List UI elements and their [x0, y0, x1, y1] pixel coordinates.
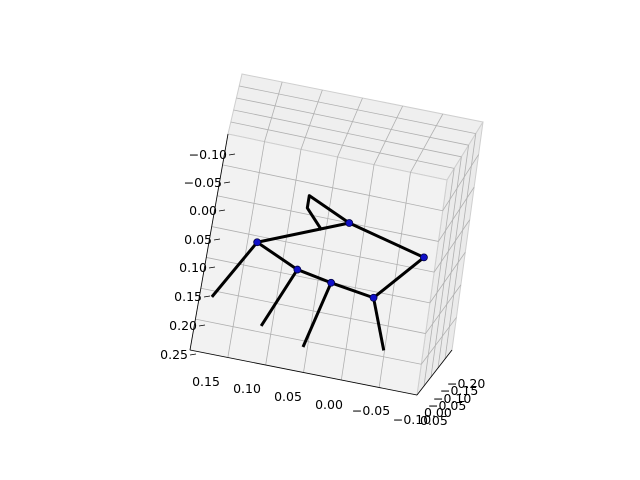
- grid-line: [236, 97, 469, 146]
- joint-point: [420, 253, 428, 262]
- grid-line: [337, 97, 363, 158]
- grid-line: [429, 252, 466, 304]
- left-tick-label: 0.10: [179, 260, 207, 275]
- plot-area: [210, 194, 428, 351]
- bottom-axis-line: [189, 349, 418, 396]
- joint-point: [369, 293, 378, 302]
- bone-line: [255, 221, 351, 244]
- grid-line: [265, 149, 302, 366]
- limb-line: [301, 282, 333, 348]
- bottom-tick-label: 0.10: [233, 381, 261, 396]
- limb-line: [259, 268, 299, 327]
- left-axis-line: [189, 133, 229, 351]
- left-tick-label: 0.20: [169, 318, 197, 333]
- grid-line: [430, 156, 462, 378]
- bottom-tick-label: 0.00: [315, 397, 343, 412]
- grid-line: [195, 318, 422, 365]
- joint-point: [253, 238, 262, 247]
- left-tick-label: −0.05: [184, 175, 222, 190]
- grid-line: [233, 109, 462, 158]
- grid-line: [437, 145, 469, 369]
- grid-line: [433, 219, 471, 273]
- tick-mark: [189, 353, 197, 356]
- grid-line: [227, 141, 265, 358]
- bottom-tick-label: −0.10: [393, 412, 431, 427]
- right-axis-line: [416, 349, 453, 396]
- grid-line: [423, 168, 455, 387]
- tick-mark: [228, 153, 236, 156]
- tick-mark: [203, 295, 211, 298]
- grid-line: [373, 105, 404, 165]
- grid-line: [420, 317, 457, 365]
- grid-line: [222, 164, 443, 212]
- right-tick-label: 0.00: [424, 405, 452, 420]
- tick-mark: [198, 324, 206, 327]
- joint-point: [293, 265, 302, 274]
- right-tick-label: 0.05: [420, 413, 448, 428]
- left-tick-label: 0.05: [184, 232, 212, 247]
- grid-line: [239, 85, 476, 134]
- limb-line: [372, 297, 386, 351]
- bone-line: [329, 281, 376, 300]
- limb-line: [210, 241, 259, 298]
- joint-point: [345, 219, 354, 227]
- tick-labels: −0.10−0.050.000.050.100.150.200.250.15 0.…: [160, 147, 485, 428]
- right-tick-label: −0.15: [440, 383, 478, 398]
- grid-line: [438, 186, 475, 242]
- grid-line: [425, 284, 462, 334]
- bone-line: [347, 221, 426, 259]
- left-tick-label: 0.15: [174, 289, 202, 304]
- tick-mark: [213, 238, 221, 241]
- bottom-tick-label: −0.05: [352, 403, 390, 418]
- grid-line: [300, 89, 323, 150]
- bone-line: [255, 240, 299, 272]
- grid-line: [340, 164, 375, 381]
- grid-line: [410, 113, 444, 173]
- tick-mark: [223, 181, 231, 184]
- joint-point: [327, 278, 335, 287]
- grid-line: [211, 226, 435, 273]
- left-tick-label: 0.25: [160, 347, 188, 362]
- bone-line: [372, 255, 426, 300]
- bottom-tick-label: 0.15: [192, 374, 220, 389]
- grid-line: [230, 121, 455, 169]
- bone-line: [295, 268, 333, 285]
- floor-pane: [189, 133, 448, 396]
- limb-line: [305, 194, 351, 231]
- grid-lines: [195, 81, 479, 388]
- left-tick-label: −0.10: [189, 147, 227, 162]
- grid-line: [444, 133, 477, 360]
- right-tick-label: −0.05: [428, 398, 466, 413]
- bottom-tick-label: 0.05: [274, 389, 302, 404]
- left-tick-label: 0.00: [189, 203, 217, 218]
- right-tick-label: −0.20: [447, 376, 485, 391]
- grid-line: [442, 154, 479, 211]
- grid-line: [200, 287, 426, 334]
- tick-mark: [218, 209, 226, 212]
- tick-mark: [208, 266, 216, 269]
- axes: [189, 133, 453, 396]
- grid-line: [206, 257, 430, 304]
- grid-line: [264, 81, 283, 142]
- grid-line: [217, 195, 439, 242]
- right-tick-label: −0.10: [433, 391, 471, 406]
